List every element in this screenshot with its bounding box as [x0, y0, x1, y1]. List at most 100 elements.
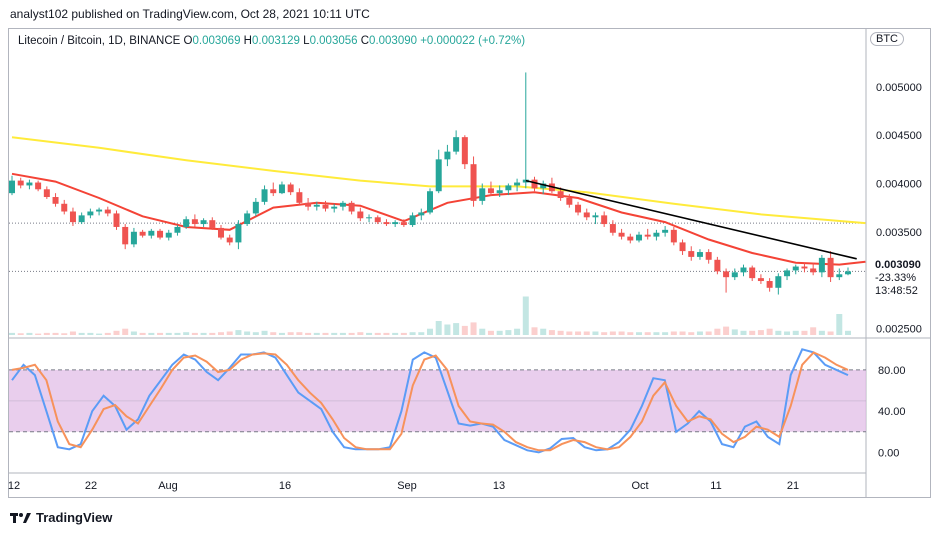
- candle-body[interactable]: [322, 204, 329, 209]
- candle-body[interactable]: [801, 266, 808, 269]
- candle-body[interactable]: [723, 271, 730, 278]
- candle-body[interactable]: [731, 272, 738, 278]
- candle-body[interactable]: [775, 276, 782, 288]
- candle-body[interactable]: [43, 189, 50, 198]
- candle-body[interactable]: [540, 183, 547, 189]
- candle-body[interactable]: [418, 212, 425, 216]
- candle-body[interactable]: [696, 252, 703, 257]
- candle-body[interactable]: [305, 202, 312, 207]
- candle-body[interactable]: [531, 179, 538, 189]
- candle-body[interactable]: [261, 189, 268, 202]
- candle-body[interactable]: [357, 211, 364, 219]
- candle-body[interactable]: [601, 215, 608, 225]
- candle-body[interactable]: [592, 215, 599, 218]
- candle-body[interactable]: [157, 230, 164, 238]
- candle-body[interactable]: [792, 266, 799, 271]
- candle-body[interactable]: [270, 189, 277, 194]
- footer-brand[interactable]: TradingView: [10, 510, 112, 525]
- candle-body[interactable]: [331, 206, 338, 209]
- candle-body[interactable]: [487, 188, 494, 194]
- candle-body[interactable]: [122, 226, 129, 245]
- candle-body[interactable]: [235, 224, 242, 243]
- candle-body[interactable]: [78, 215, 85, 223]
- candle-body[interactable]: [139, 231, 146, 236]
- candle-body[interactable]: [296, 192, 303, 203]
- candle-body[interactable]: [17, 180, 24, 186]
- candle-body[interactable]: [705, 252, 712, 260]
- candle-body[interactable]: [740, 267, 747, 273]
- candle-body[interactable]: [191, 219, 198, 225]
- currency-badge[interactable]: BTC: [870, 32, 904, 46]
- candle-body[interactable]: [757, 278, 764, 282]
- trendline[interactable]: [525, 179, 857, 260]
- candle-body[interactable]: [400, 222, 407, 226]
- candle-body[interactable]: [87, 211, 94, 216]
- candle-body[interactable]: [113, 213, 120, 227]
- candle-body[interactable]: [749, 267, 756, 279]
- candle-body[interactable]: [348, 202, 355, 212]
- candle-body[interactable]: [313, 204, 320, 207]
- candle-body[interactable]: [174, 226, 181, 233]
- candle-body[interactable]: [461, 137, 468, 165]
- candle-body[interactable]: [818, 257, 825, 273]
- candle-body[interactable]: [810, 268, 817, 273]
- candle-body[interactable]: [470, 164, 477, 201]
- candle-body[interactable]: [339, 202, 346, 207]
- candle-body[interactable]: [653, 232, 660, 237]
- candle-body[interactable]: [845, 271, 851, 275]
- candle-body[interactable]: [644, 234, 651, 237]
- candle-body[interactable]: [9, 180, 15, 194]
- candle-body[interactable]: [218, 227, 224, 238]
- candle-body[interactable]: [514, 182, 521, 186]
- candle-body[interactable]: [26, 182, 33, 186]
- candle-body[interactable]: [366, 217, 373, 219]
- candle-body[interactable]: [374, 217, 381, 223]
- candle-body[interactable]: [688, 251, 695, 257]
- candle-body[interactable]: [278, 184, 285, 194]
- candle-body[interactable]: [479, 188, 486, 201]
- candle-body[interactable]: [209, 220, 216, 228]
- candle-body[interactable]: [453, 137, 460, 152]
- candle-body[interactable]: [836, 274, 843, 278]
- candle-body[interactable]: [96, 209, 103, 212]
- candle-body[interactable]: [575, 204, 582, 213]
- candle-body[interactable]: [784, 270, 791, 277]
- candle-body[interactable]: [670, 229, 677, 243]
- candle-body[interactable]: [505, 185, 512, 191]
- symbol-title[interactable]: Litecoin / Bitcoin, 1D, BINANCE: [18, 35, 181, 47]
- candle-body[interactable]: [583, 212, 590, 218]
- candle-body[interactable]: [409, 215, 416, 226]
- candle-body[interactable]: [226, 237, 233, 243]
- candle-body[interactable]: [244, 213, 251, 225]
- candle-body[interactable]: [662, 229, 669, 233]
- candle-body[interactable]: [627, 236, 634, 241]
- candle-body[interactable]: [383, 222, 390, 225]
- candle-body[interactable]: [636, 234, 642, 241]
- candle-body[interactable]: [427, 191, 433, 213]
- candle-body[interactable]: [609, 224, 616, 233]
- candle-body[interactable]: [148, 230, 155, 236]
- candle-body[interactable]: [566, 197, 573, 205]
- candle-body[interactable]: [496, 190, 503, 194]
- candle-body[interactable]: [52, 197, 59, 204]
- candle-body[interactable]: [183, 219, 190, 227]
- candle-body[interactable]: [618, 232, 625, 237]
- candle-body[interactable]: [104, 209, 111, 214]
- candle-body[interactable]: [287, 184, 294, 193]
- candle-body[interactable]: [435, 159, 442, 192]
- candle-body[interactable]: [392, 222, 399, 225]
- candle-body[interactable]: [679, 242, 686, 252]
- candle-body[interactable]: [200, 220, 207, 225]
- candle-body[interactable]: [252, 201, 259, 214]
- candle-body[interactable]: [69, 211, 76, 223]
- candle-body[interactable]: [557, 191, 564, 198]
- candle-body[interactable]: [61, 203, 68, 212]
- candle-body[interactable]: [766, 281, 773, 288]
- candle-body[interactable]: [827, 257, 834, 278]
- candle-body[interactable]: [130, 231, 137, 245]
- candle-body[interactable]: [165, 232, 172, 238]
- candle-body[interactable]: [35, 182, 42, 190]
- candle-body[interactable]: [714, 259, 721, 272]
- candle-body[interactable]: [444, 151, 451, 160]
